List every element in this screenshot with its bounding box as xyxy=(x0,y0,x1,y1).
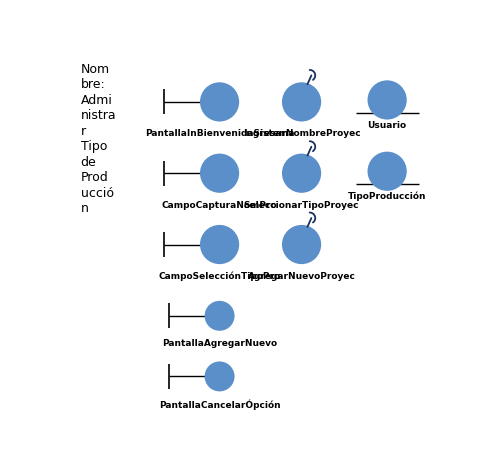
Text: Usuario: Usuario xyxy=(368,120,407,130)
Text: PantallaInBienvenidaSistema: PantallaInBienvenidaSistema xyxy=(145,129,294,138)
Text: AgregarNuevoProyec: AgregarNuevoProyec xyxy=(248,272,356,281)
Text: PantallaCancelarÓpción: PantallaCancelarÓpción xyxy=(159,399,280,410)
Text: IngresarNombreProyec: IngresarNombreProyec xyxy=(243,129,361,138)
Circle shape xyxy=(205,301,235,331)
Text: PantallaAgregarNuevo: PantallaAgregarNuevo xyxy=(162,338,277,348)
Circle shape xyxy=(282,225,321,264)
Circle shape xyxy=(200,225,239,264)
Circle shape xyxy=(282,154,321,193)
Circle shape xyxy=(282,82,321,121)
Text: CampoSelecciónTipoPro: CampoSelecciónTipoPro xyxy=(158,272,281,282)
Circle shape xyxy=(200,154,239,193)
Text: SeleccionarTipoProyec: SeleccionarTipoProyec xyxy=(244,200,360,210)
Circle shape xyxy=(200,82,239,121)
Circle shape xyxy=(205,362,235,391)
Text: TipoProducción: TipoProducción xyxy=(348,192,426,201)
Text: Nom
bre:
Admi
nistra
r
Tipo
de
Prod
ucció
n: Nom bre: Admi nistra r Tipo de Prod ucci… xyxy=(81,63,116,215)
Circle shape xyxy=(368,152,407,191)
Text: CampoCapturaNomPro: CampoCapturaNomPro xyxy=(162,200,277,210)
Circle shape xyxy=(368,81,407,119)
